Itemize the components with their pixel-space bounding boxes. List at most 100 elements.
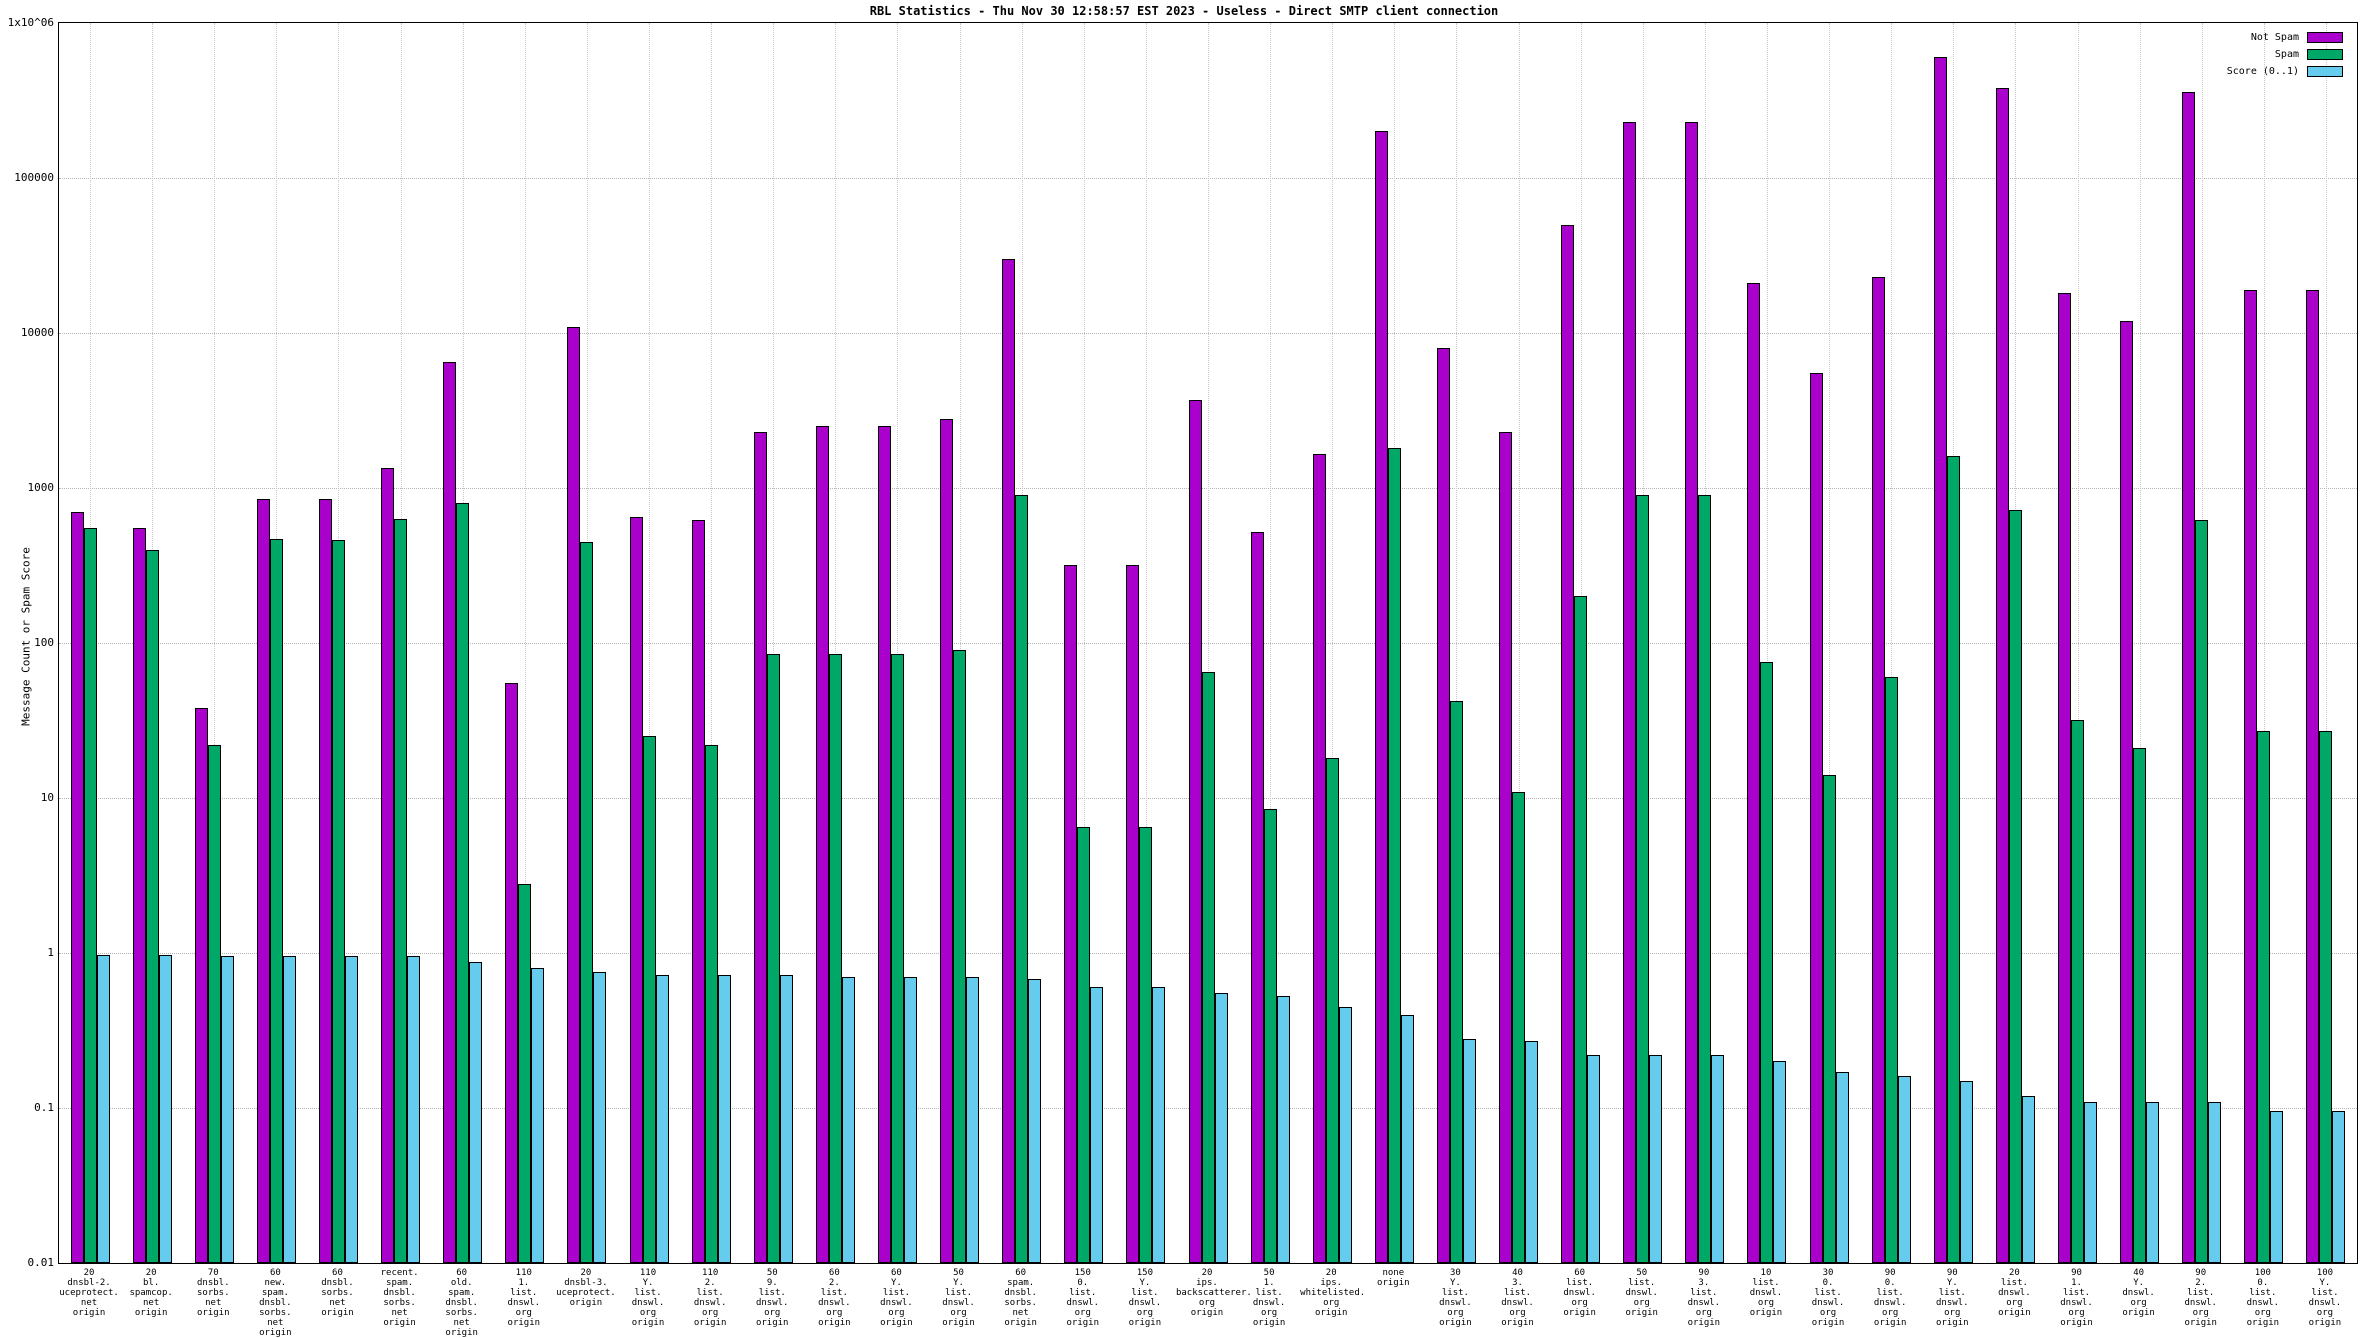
v-gridline bbox=[1456, 23, 1458, 1263]
x-tick-label: 60 2. list. dnswl. org origin bbox=[818, 1268, 851, 1328]
legend-row: Score (0..1) bbox=[2227, 63, 2343, 80]
bar-score-0-1 bbox=[1152, 987, 1166, 1263]
v-gridline bbox=[773, 23, 775, 1263]
x-tick-label: 40 3. list. dnswl. org origin bbox=[1501, 1268, 1534, 1328]
x-tick-label: none origin bbox=[1377, 1268, 1410, 1288]
bar-not-spam bbox=[1312, 454, 1326, 1263]
bar-spam bbox=[145, 549, 159, 1263]
bar-score-0-1 bbox=[2208, 1101, 2222, 1263]
x-tick-label: 20 bl. spamcop. net origin bbox=[129, 1268, 173, 1318]
bar-not-spam bbox=[815, 426, 829, 1263]
bar-score-0-1 bbox=[1959, 1080, 1973, 1263]
bar-not-spam bbox=[318, 498, 332, 1263]
bar-score-0-1 bbox=[593, 972, 607, 1263]
bar-score-0-1 bbox=[966, 977, 980, 1263]
bar-not-spam bbox=[194, 708, 208, 1263]
bar-not-spam bbox=[1064, 564, 1078, 1263]
bar-spam bbox=[394, 519, 408, 1263]
bar-spam bbox=[1449, 701, 1463, 1263]
bar-not-spam bbox=[1374, 131, 1388, 1263]
v-gridline bbox=[1766, 23, 1768, 1263]
plot-area: Not Spam Spam Score (0..1) bbox=[58, 22, 2358, 1264]
x-tick-label: 50 9. list. dnswl. org origin bbox=[755, 1268, 789, 1328]
bar-score-0-1 bbox=[1462, 1038, 1476, 1263]
v-gridline bbox=[214, 23, 216, 1263]
bar-not-spam bbox=[1623, 121, 1637, 1263]
bar-not-spam bbox=[1747, 283, 1761, 1263]
bar-score-0-1 bbox=[1773, 1061, 1787, 1263]
v-gridline bbox=[959, 23, 961, 1263]
v-gridline bbox=[2077, 23, 2079, 1263]
bar-spam bbox=[1387, 448, 1401, 1263]
x-tick-label: 90 3. list. dnswl. org origin bbox=[1687, 1268, 1721, 1328]
bar-not-spam bbox=[2244, 289, 2258, 1263]
bar-not-spam bbox=[443, 361, 457, 1263]
y-tick-label: 100000 bbox=[14, 171, 54, 184]
bar-not-spam bbox=[2182, 91, 2196, 1263]
y-tick-label: 0.01 bbox=[27, 1256, 55, 1269]
bar-score-0-1 bbox=[1090, 987, 1104, 1263]
bar-not-spam bbox=[1561, 224, 1575, 1263]
bar-spam bbox=[1574, 596, 1588, 1263]
bar-score-0-1 bbox=[2021, 1095, 2035, 1263]
v-gridline bbox=[2263, 23, 2265, 1263]
x-tick-label: 30 Y. list. dnswl. org origin bbox=[1439, 1268, 1472, 1328]
bar-spam bbox=[269, 538, 283, 1263]
bar-score-0-1 bbox=[1649, 1054, 1663, 1263]
bar-score-0-1 bbox=[1525, 1041, 1539, 1263]
v-gridline bbox=[897, 23, 899, 1263]
bar-spam bbox=[580, 541, 594, 1263]
bar-spam bbox=[83, 528, 97, 1263]
bar-spam bbox=[1512, 791, 1526, 1263]
bar-score-0-1 bbox=[2146, 1101, 2160, 1263]
bar-not-spam bbox=[629, 516, 643, 1263]
v-gridline bbox=[649, 23, 651, 1263]
bar-spam bbox=[1077, 826, 1091, 1263]
v-gridline bbox=[1145, 23, 1147, 1263]
v-gridline bbox=[711, 23, 713, 1263]
bar-not-spam bbox=[505, 683, 519, 1263]
x-tick-label: 10 list. dnswl. org origin bbox=[1749, 1268, 1783, 1318]
x-tick-label: 50 1. list. dnswl. org origin bbox=[1252, 1268, 1286, 1328]
bar-score-0-1 bbox=[1214, 993, 1228, 1263]
bar-not-spam bbox=[2120, 320, 2134, 1263]
bar-spam bbox=[1946, 456, 1960, 1263]
bar-spam bbox=[1822, 775, 1836, 1263]
bar-score-0-1 bbox=[903, 977, 917, 1263]
bar-not-spam bbox=[2058, 293, 2071, 1263]
x-tick-label: 90 Y. list. dnswl. org origin bbox=[1936, 1268, 1969, 1328]
x-tick-label: 50 Y. list. dnswl. org origin bbox=[942, 1268, 975, 1328]
bar-not-spam bbox=[2306, 289, 2320, 1263]
x-tick-label: 20 ips. whitelisted. org origin bbox=[1300, 1268, 1366, 1318]
x-tick-label: 110 2. list. dnswl. org origin bbox=[693, 1268, 727, 1328]
bar-not-spam bbox=[1809, 373, 1823, 1263]
bar-not-spam bbox=[940, 418, 954, 1263]
y-tick-label: 10000 bbox=[20, 326, 54, 339]
x-tick-label: 60 spam. dnsbl. sorbs. net origin bbox=[1004, 1268, 1037, 1328]
v-gridline bbox=[2325, 23, 2327, 1263]
x-tick-label: 40 Y. dnswl. org origin bbox=[2122, 1268, 2155, 1318]
bar-score-0-1 bbox=[407, 956, 421, 1263]
chart-title: RBL Statistics - Thu Nov 30 12:58:57 EST… bbox=[869, 4, 1499, 18]
legend-label: Spam bbox=[2274, 49, 2299, 60]
bar-not-spam bbox=[1685, 121, 1699, 1263]
x-tick-label: 60 dnsbl. sorbs. net origin bbox=[321, 1268, 354, 1318]
x-tick-label: 150 0. list. dnswl. org origin bbox=[1066, 1268, 1100, 1328]
y-tick-label: 1000 bbox=[27, 481, 55, 494]
x-tick-label: 100 0. list. dnswl. org origin bbox=[2246, 1268, 2280, 1328]
bar-score-0-1 bbox=[1587, 1054, 1601, 1263]
bar-spam bbox=[207, 744, 221, 1263]
bar-not-spam bbox=[1002, 259, 1016, 1263]
bar-spam bbox=[1884, 677, 1898, 1263]
bar-score-0-1 bbox=[1835, 1072, 1849, 1263]
bar-spam bbox=[1015, 495, 1029, 1263]
bar-score-0-1 bbox=[779, 975, 793, 1263]
bar-not-spam bbox=[1933, 57, 1947, 1263]
v-gridline bbox=[1208, 23, 1209, 1263]
bar-spam bbox=[1201, 671, 1215, 1263]
bar-not-spam bbox=[753, 431, 767, 1263]
x-tick-label: 100 Y. list. dnswl. org origin bbox=[2308, 1268, 2342, 1328]
bar-score-0-1 bbox=[841, 977, 855, 1263]
v-gridline bbox=[1332, 23, 1334, 1263]
